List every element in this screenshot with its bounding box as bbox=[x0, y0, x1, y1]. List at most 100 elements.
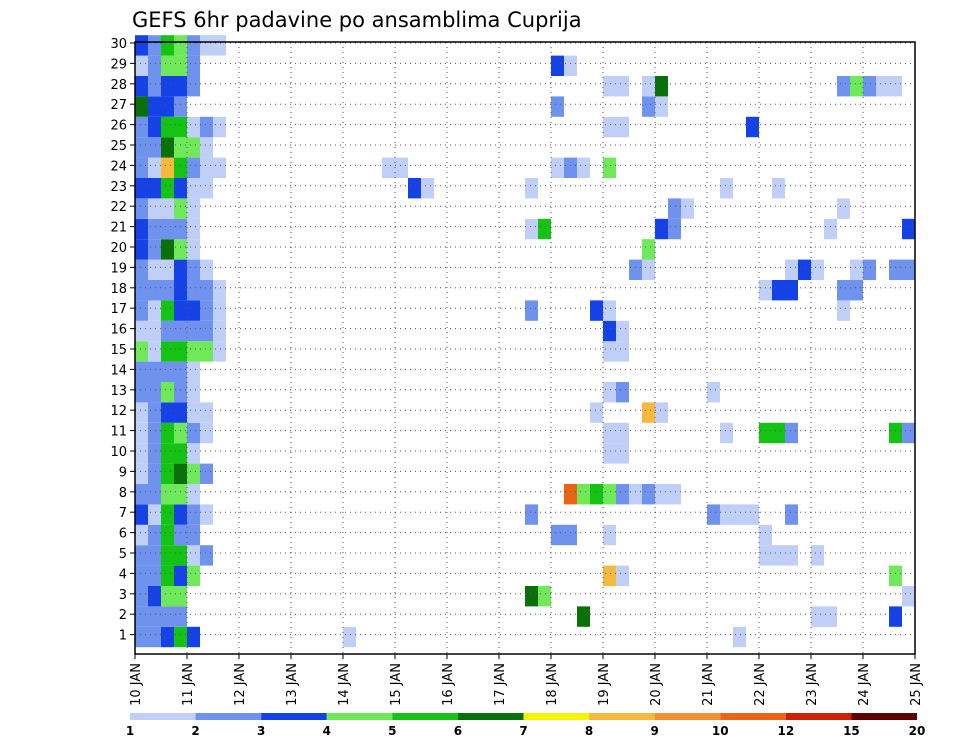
x-tick-label: 23 JAN bbox=[805, 663, 820, 706]
heatmap-cell bbox=[148, 422, 161, 444]
heatmap-cell bbox=[187, 300, 200, 321]
heatmap-cell bbox=[603, 524, 616, 546]
chart-gridlines bbox=[135, 42, 915, 654]
legend-swatch bbox=[523, 713, 590, 720]
x-tick-label: 22 JAN bbox=[753, 663, 768, 706]
heatmap-cell bbox=[187, 402, 200, 423]
heatmap-cell bbox=[655, 96, 668, 117]
heatmap-cell bbox=[837, 76, 850, 97]
y-tick-label: 15 bbox=[110, 343, 127, 358]
legend-label: 6 bbox=[454, 724, 462, 738]
legend-swatch bbox=[130, 713, 196, 720]
heatmap-cell bbox=[161, 626, 174, 648]
heatmap-cell bbox=[200, 300, 213, 321]
heatmap-cell bbox=[135, 484, 148, 505]
heatmap-cell bbox=[174, 218, 187, 240]
heatmap-cell bbox=[174, 259, 187, 280]
heatmap-cell bbox=[174, 35, 187, 56]
heatmap-cell bbox=[135, 55, 148, 76]
heatmap-cell bbox=[759, 280, 772, 301]
heatmap-cell bbox=[148, 300, 161, 321]
heatmap-cell bbox=[161, 259, 174, 280]
heatmap-cell bbox=[135, 116, 148, 138]
heatmap-cell bbox=[135, 137, 148, 158]
heatmap-cell bbox=[759, 545, 772, 566]
heatmap-cell bbox=[889, 259, 902, 280]
heatmap-cell bbox=[161, 422, 174, 444]
heatmap-cell bbox=[616, 341, 629, 362]
heatmap-cell bbox=[148, 361, 161, 382]
heatmap-cell bbox=[135, 198, 148, 219]
heatmap-cell bbox=[876, 76, 889, 97]
heatmap-cell bbox=[135, 606, 148, 627]
heatmap-cell bbox=[785, 504, 798, 525]
heatmap-cell bbox=[135, 157, 148, 178]
heatmap-cell bbox=[174, 300, 187, 321]
heatmap-cell bbox=[187, 320, 200, 342]
heatmap-cell bbox=[837, 300, 850, 321]
heatmap-cell bbox=[629, 484, 642, 505]
heatmap-cell bbox=[902, 422, 915, 444]
heatmap-cell bbox=[720, 422, 733, 444]
heatmap-cells bbox=[135, 35, 915, 648]
heatmap-cell bbox=[174, 96, 187, 117]
heatmap-cell bbox=[902, 218, 915, 240]
heatmap-cell bbox=[213, 116, 226, 138]
heatmap-cell bbox=[135, 545, 148, 566]
heatmap-cell bbox=[135, 280, 148, 301]
heatmap-cell bbox=[148, 382, 161, 403]
heatmap-cell bbox=[174, 178, 187, 199]
heatmap-cell bbox=[811, 259, 824, 280]
heatmap-cell bbox=[187, 504, 200, 525]
y-tick-label: 24 bbox=[110, 159, 127, 174]
heatmap-cell bbox=[161, 341, 174, 362]
heatmap-cell bbox=[161, 484, 174, 505]
legend-swatch bbox=[785, 713, 852, 720]
heatmap-cell bbox=[161, 239, 174, 260]
heatmap-cell bbox=[642, 402, 655, 423]
x-tick-label: 18 JAN bbox=[545, 663, 560, 706]
heatmap-cell bbox=[603, 116, 616, 138]
heatmap-cell bbox=[161, 218, 174, 240]
heatmap-cell bbox=[135, 218, 148, 240]
heatmap-cell bbox=[161, 402, 174, 423]
y-tick-label: 13 bbox=[110, 384, 127, 399]
heatmap-cell bbox=[811, 606, 824, 627]
heatmap-cell bbox=[603, 382, 616, 403]
heatmap-cell bbox=[603, 157, 616, 178]
heatmap-cell bbox=[187, 545, 200, 566]
legend-swatch bbox=[654, 713, 721, 720]
y-tick-label: 21 bbox=[110, 221, 127, 236]
heatmap-cell bbox=[733, 626, 746, 648]
chart-axes: 1234567891011121314151617181920212223242… bbox=[110, 37, 924, 706]
heatmap-cell bbox=[889, 606, 902, 627]
heatmap-cell bbox=[213, 341, 226, 362]
heatmap-cell bbox=[213, 300, 226, 321]
heatmap-cell bbox=[135, 402, 148, 423]
heatmap-cell bbox=[200, 157, 213, 178]
legend-label: 20 bbox=[909, 724, 926, 738]
heatmap-cell bbox=[135, 178, 148, 199]
heatmap-cell bbox=[616, 382, 629, 403]
heatmap-cell bbox=[174, 320, 187, 342]
heatmap-cell bbox=[577, 606, 590, 627]
heatmap-cell bbox=[889, 422, 902, 444]
y-tick-label: 18 bbox=[110, 282, 127, 297]
heatmap-cell bbox=[551, 55, 564, 76]
heatmap-cell bbox=[135, 565, 148, 586]
heatmap-cell bbox=[551, 96, 564, 117]
heatmap-cell bbox=[551, 157, 564, 178]
heatmap-cell bbox=[746, 504, 759, 525]
x-tick-label: 21 JAN bbox=[701, 663, 716, 706]
heatmap-cell bbox=[395, 157, 408, 178]
y-tick-label: 6 bbox=[119, 527, 127, 542]
heatmap-cell bbox=[187, 198, 200, 219]
heatmap-cell bbox=[642, 484, 655, 505]
x-tick-label: 11 JAN bbox=[181, 663, 196, 706]
legend-label: 7 bbox=[519, 724, 527, 738]
heatmap-cell bbox=[772, 545, 785, 566]
heatmap-cell bbox=[902, 586, 915, 607]
heatmap-cell bbox=[200, 402, 213, 423]
heatmap-cell bbox=[174, 463, 187, 484]
heatmap-cell bbox=[213, 35, 226, 56]
